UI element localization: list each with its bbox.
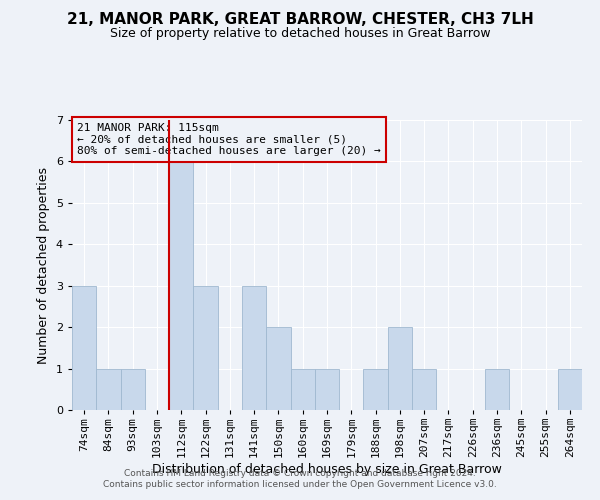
X-axis label: Distribution of detached houses by size in Great Barrow: Distribution of detached houses by size … <box>152 463 502 476</box>
Bar <box>72 286 96 410</box>
Text: 21 MANOR PARK: 115sqm
← 20% of detached houses are smaller (5)
80% of semi-detac: 21 MANOR PARK: 115sqm ← 20% of detached … <box>77 123 381 156</box>
Text: Contains HM Land Registry data © Crown copyright and database right 2024.: Contains HM Land Registry data © Crown c… <box>124 468 476 477</box>
Bar <box>121 368 145 410</box>
Bar <box>388 327 412 410</box>
Bar <box>266 327 290 410</box>
Bar <box>96 368 121 410</box>
Bar <box>290 368 315 410</box>
Bar <box>242 286 266 410</box>
Text: Size of property relative to detached houses in Great Barrow: Size of property relative to detached ho… <box>110 28 490 40</box>
Bar <box>485 368 509 410</box>
Bar <box>558 368 582 410</box>
Text: 21, MANOR PARK, GREAT BARROW, CHESTER, CH3 7LH: 21, MANOR PARK, GREAT BARROW, CHESTER, C… <box>67 12 533 28</box>
Bar <box>364 368 388 410</box>
Bar <box>412 368 436 410</box>
Y-axis label: Number of detached properties: Number of detached properties <box>37 166 50 364</box>
Bar <box>315 368 339 410</box>
Bar <box>193 286 218 410</box>
Text: Contains public sector information licensed under the Open Government Licence v3: Contains public sector information licen… <box>103 480 497 489</box>
Bar <box>169 162 193 410</box>
